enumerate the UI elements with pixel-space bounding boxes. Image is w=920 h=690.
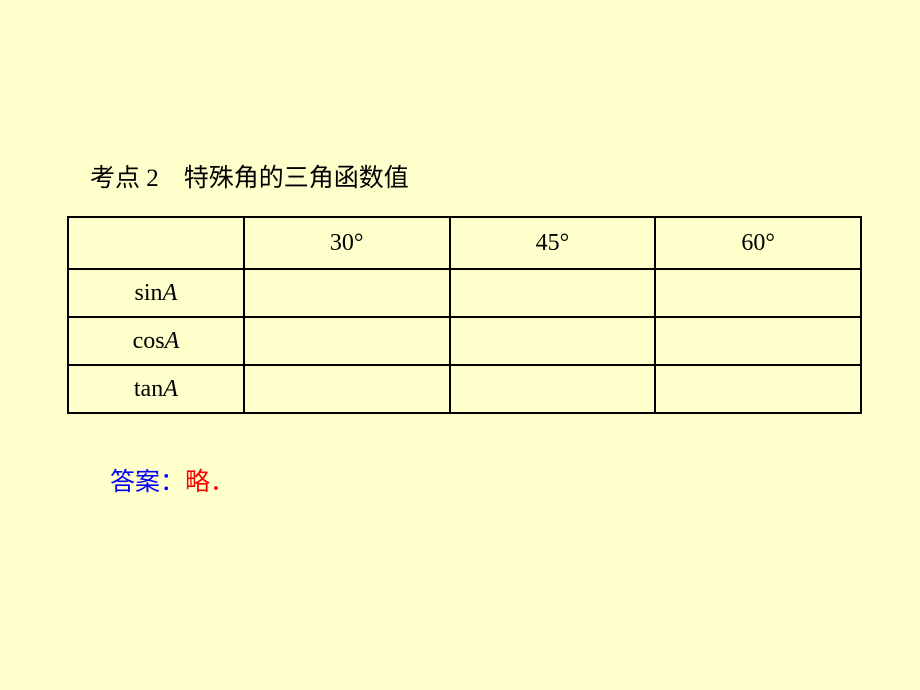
answer-line: 答案：略． xyxy=(82,462,880,498)
row-label-cos: cosA xyxy=(68,317,244,365)
table-row: tanA xyxy=(68,365,861,413)
cell-cos-60 xyxy=(655,317,861,365)
cell-tan-60 xyxy=(655,365,861,413)
func-text: tan xyxy=(134,376,163,402)
header-empty xyxy=(68,217,244,269)
func-text: sin xyxy=(135,280,163,306)
cell-sin-60 xyxy=(655,269,861,317)
cell-sin-30 xyxy=(244,269,450,317)
cell-cos-45 xyxy=(450,317,656,365)
trig-values-table: 30° 45° 60° sinA cosA tanA xyxy=(67,216,862,414)
section-title: 考点 2 特殊角的三角函数值 xyxy=(82,158,880,194)
header-30: 30° xyxy=(244,217,450,269)
func-var: A xyxy=(163,376,178,402)
table-row: sinA xyxy=(68,269,861,317)
header-45: 45° xyxy=(450,217,656,269)
func-var: A xyxy=(165,328,180,354)
row-label-tan: tanA xyxy=(68,365,244,413)
answer-value: 略． xyxy=(185,469,235,496)
header-60: 60° xyxy=(655,217,861,269)
cell-sin-45 xyxy=(450,269,656,317)
table-row: cosA xyxy=(68,317,861,365)
func-text: cos xyxy=(133,328,165,354)
cell-tan-30 xyxy=(244,365,450,413)
cell-tan-45 xyxy=(450,365,656,413)
cell-cos-30 xyxy=(244,317,450,365)
answer-label: 答案： xyxy=(110,469,185,496)
func-var: A xyxy=(163,280,178,306)
row-label-sin: sinA xyxy=(68,269,244,317)
table-header-row: 30° 45° 60° xyxy=(68,217,861,269)
